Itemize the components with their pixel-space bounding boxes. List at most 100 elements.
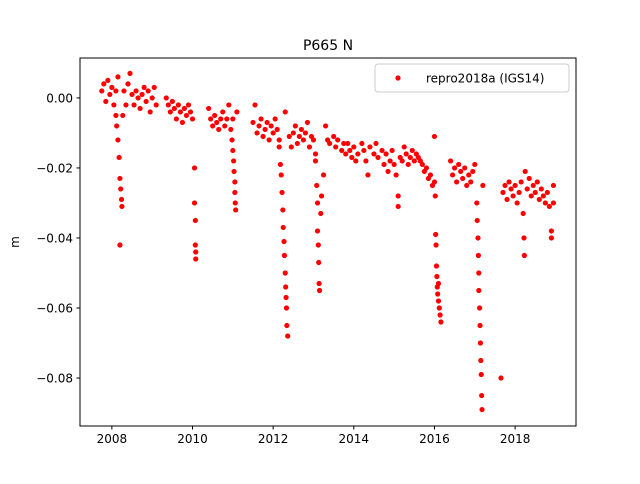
data-point xyxy=(111,102,117,108)
data-point xyxy=(433,263,440,269)
data-point xyxy=(310,137,317,143)
data-point xyxy=(363,158,369,164)
data-point xyxy=(381,161,387,168)
data-point xyxy=(131,102,137,108)
data-point xyxy=(351,144,357,150)
data-point xyxy=(454,179,460,185)
data-point xyxy=(458,168,464,175)
data-point xyxy=(335,137,341,143)
data-point xyxy=(548,228,555,234)
data-point xyxy=(395,193,401,199)
data-point xyxy=(466,172,472,178)
data-point xyxy=(270,130,276,136)
data-point xyxy=(518,179,524,185)
data-point xyxy=(228,126,234,133)
data-point xyxy=(391,161,397,168)
data-point xyxy=(272,116,278,122)
data-point xyxy=(117,175,123,182)
data-point xyxy=(141,84,147,91)
data-point xyxy=(456,161,462,168)
data-point xyxy=(434,273,440,280)
data-point xyxy=(175,102,181,108)
data-point xyxy=(504,196,510,203)
data-point xyxy=(101,81,107,87)
legend-marker-icon xyxy=(395,75,401,81)
data-point xyxy=(387,158,393,164)
x-tick-label: 2014 xyxy=(339,432,370,446)
data-point xyxy=(546,203,552,210)
data-point xyxy=(419,161,425,168)
data-point xyxy=(171,105,177,112)
data-point xyxy=(341,140,347,147)
data-point xyxy=(331,133,337,140)
data-point xyxy=(137,105,143,112)
data-point xyxy=(536,196,542,203)
data-point xyxy=(540,193,546,199)
data-point xyxy=(298,126,304,133)
data-point xyxy=(475,252,482,259)
data-point xyxy=(528,193,534,199)
data-point xyxy=(314,200,321,206)
y-tick-label: −0.04 xyxy=(36,231,73,245)
data-point xyxy=(280,207,286,213)
data-point xyxy=(550,182,557,189)
data-point xyxy=(229,137,235,143)
data-point xyxy=(296,133,302,140)
data-point xyxy=(431,133,438,140)
data-point xyxy=(116,154,122,161)
data-point xyxy=(120,112,126,119)
data-point xyxy=(278,172,284,178)
data-point xyxy=(314,182,320,189)
data-point xyxy=(216,126,222,133)
data-point xyxy=(472,161,478,168)
data-point xyxy=(281,238,287,245)
data-point xyxy=(149,95,155,101)
data-point xyxy=(214,119,220,126)
data-point xyxy=(127,70,133,77)
data-point xyxy=(548,235,555,241)
data-point xyxy=(143,98,149,105)
data-point xyxy=(450,172,456,178)
data-point xyxy=(506,179,512,185)
data-point xyxy=(476,270,482,276)
x-tick-label: 2010 xyxy=(177,432,208,446)
data-point xyxy=(316,280,322,287)
data-point xyxy=(315,242,321,248)
data-point xyxy=(260,133,266,140)
data-point xyxy=(462,165,468,171)
data-point xyxy=(294,140,300,147)
data-point xyxy=(347,147,353,154)
data-point xyxy=(232,200,238,206)
data-point xyxy=(327,140,333,147)
data-point xyxy=(109,84,115,91)
data-point xyxy=(231,158,237,164)
data-point xyxy=(268,123,274,129)
data-point xyxy=(403,151,409,157)
data-point xyxy=(371,151,377,157)
data-point xyxy=(177,109,184,115)
data-point xyxy=(435,280,442,287)
data-point xyxy=(542,200,548,206)
data-point xyxy=(169,98,175,105)
data-point xyxy=(385,168,391,175)
data-point xyxy=(139,91,145,98)
data-point xyxy=(179,119,186,126)
data-point xyxy=(316,259,322,266)
data-point xyxy=(192,217,198,224)
data-point xyxy=(226,102,232,108)
data-point xyxy=(405,161,411,168)
data-point xyxy=(192,242,198,248)
data-point xyxy=(165,102,171,108)
data-point xyxy=(193,256,199,262)
chart-title: P665 N xyxy=(303,38,353,54)
data-point xyxy=(435,298,442,304)
data-point xyxy=(436,305,442,311)
data-point xyxy=(114,123,120,129)
data-point xyxy=(276,137,282,143)
data-point xyxy=(474,200,480,206)
data-point xyxy=(355,151,361,157)
data-point xyxy=(121,88,127,94)
data-point xyxy=(258,116,264,122)
data-point xyxy=(393,172,399,178)
data-point xyxy=(113,88,119,94)
